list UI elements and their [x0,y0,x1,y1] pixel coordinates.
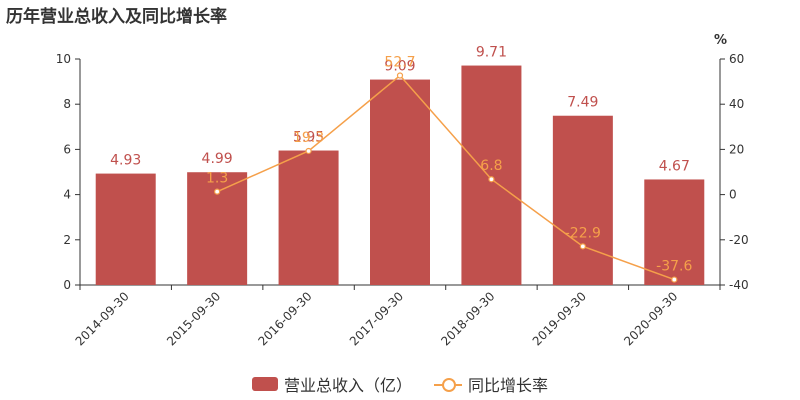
legend-line-swatch [434,377,462,392]
x-category-label: 2017-09-30 [347,289,406,348]
y-left-tick-label: 4 [63,188,71,202]
legend-item-revenue[interactable]: 营业总收入（亿） [251,372,412,396]
growth-point-label: 19.3 [293,130,324,146]
growth-point-label: -37.6 [656,259,692,275]
revenue-bar [278,150,339,285]
y-left-tick-label: 10 [56,52,71,66]
y-right-tick-label: -40 [729,278,749,292]
growth-point [214,188,221,195]
revenue-bar-label: 4.67 [659,158,690,174]
growth-point [488,176,495,183]
legend-item-growth[interactable]: 同比增长率 [434,372,548,396]
growth-point-label: -22.9 [565,225,601,241]
x-category-label: 2019-09-30 [530,289,589,348]
y-right-tick-label: 20 [729,142,744,156]
revenue-bar [644,179,705,285]
revenue-bar [370,79,430,285]
y-right-tick-label: 40 [729,97,744,111]
y-left-tick-label: 6 [63,142,71,156]
legend-bar-swatch [251,377,278,391]
revenue-bar-label: 7.49 [567,95,598,111]
x-category-label: 2018-09-30 [438,289,497,348]
growth-line [216,74,675,281]
y-right-tick-label: -20 [729,233,749,247]
y-right-unit-label: % [714,33,727,48]
x-category-label: 2020-09-30 [621,289,680,348]
legend-growth-label: 同比增长率 [468,376,549,395]
y-right-tick-label: 0 [729,188,737,202]
revenue-bar-label: 5.95 [293,130,324,146]
growth-point [305,147,312,155]
growth-point-label: 1.3 [206,171,228,187]
growth-point [579,243,586,250]
revenue-bar-label: 9.71 [476,45,507,61]
legend-revenue-label: 营业总收入（亿） [283,376,412,395]
revenue-bar [552,115,613,285]
y-left-tick-label: 0 [63,278,71,292]
y-right-tick-label: 60 [729,52,744,66]
x-category-label: 2015-09-30 [164,289,223,348]
revenue-bar [461,65,522,285]
revenue-bar [95,173,156,285]
chart-title: 历年营业总收入及同比增长率 [6,7,227,27]
legend: 营业总收入（亿） 同比增长率 [0,372,800,396]
growth-point-label: 6.8 [480,158,502,174]
x-category-label: 2016-09-30 [255,289,314,348]
growth-point [396,72,404,79]
revenue-bar-label: 4.93 [110,153,141,169]
growth-point [671,276,678,283]
growth-point-label: 52.7 [384,54,415,70]
y-left-tick-label: 8 [63,97,71,111]
revenue-bar-label: 4.99 [202,151,233,167]
revenue-bar-label: 9.09 [384,59,415,75]
y-left-tick-label: 2 [63,233,71,247]
x-category-label: 2014-09-30 [73,289,132,348]
